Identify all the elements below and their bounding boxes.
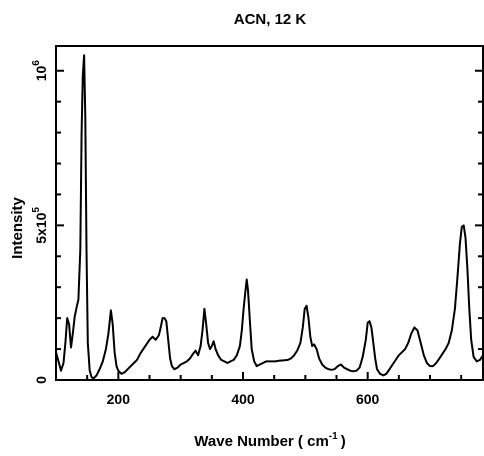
x-tick-label: 400 [231, 391, 255, 407]
x-axis-ticks: 200 400 600 [86, 372, 463, 407]
series-line-spectrum [55, 54, 484, 380]
y-axis-label: Intensity [9, 197, 26, 259]
x-axis-label-superscript: -1 [329, 431, 338, 442]
y-tick-label: 106 [31, 60, 49, 82]
y-axis-ticks: 0 5x105 106 [31, 60, 64, 384]
x-axis-label-main: Wave Number ( cm [194, 433, 328, 450]
y-tick-label: 5x105 [31, 207, 49, 244]
x-axis-label-end: ) [341, 433, 346, 450]
chart-title: ACN, 12 K [234, 11, 307, 28]
y-tick-label: 0 [33, 376, 49, 384]
x-tick-label: 600 [356, 391, 380, 407]
x-axis-label: Wave Number ( cm-1) [194, 431, 345, 450]
right-axis-ticks [475, 69, 483, 381]
x-tick-label: 200 [107, 391, 131, 407]
plot-frame [55, 45, 484, 381]
